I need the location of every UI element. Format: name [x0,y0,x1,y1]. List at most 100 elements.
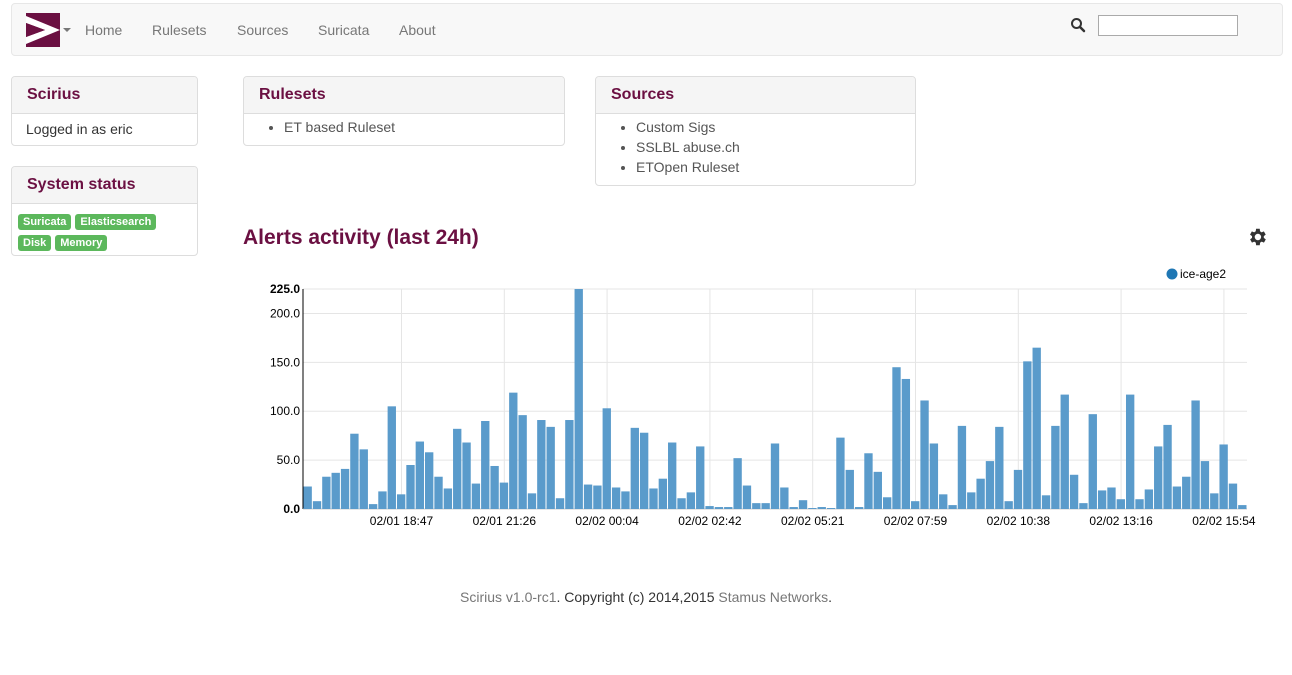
bar [920,400,929,509]
bar [985,461,995,509]
bar [518,415,527,509]
bar [378,491,387,509]
nav-suricata[interactable]: Suricata [318,22,370,38]
username-link[interactable]: eric [110,121,133,137]
search-input[interactable] [1098,15,1238,36]
bar [714,507,724,509]
status-badge-suricata: Suricata [18,214,72,230]
bar [789,507,798,509]
footer-copyright: Copyright (c) 2014,2015 [564,589,715,605]
bar [425,452,434,509]
bar [939,494,948,509]
bar [752,503,761,509]
footer: Scirius v1.0-rc1. Copyright (c) 2014,201… [460,589,832,605]
bar [565,420,574,509]
nav-sources[interactable]: Sources [237,22,289,38]
bar [649,488,658,509]
bar [845,469,854,509]
sources-panel: Sources Custom Sigs SSLBL abuse.ch ETOpe… [595,76,916,186]
bar [1032,347,1041,509]
sources-list: Custom Sigs SSLBL abuse.ch ETOpen Rulese… [610,117,901,177]
y-tick-label: 100.0 [270,404,300,418]
status-badges: Suricata Elasticsearch Disk Memory [12,204,197,255]
bar [1107,487,1116,509]
bar [406,465,415,509]
bar [574,289,583,509]
source-link[interactable]: ETOpen Ruleset [636,157,901,177]
bar [593,485,602,509]
login-status: Logged in as eric [12,114,197,144]
bar [686,492,696,509]
bar [1116,499,1125,509]
x-tick-label: 02/02 10:38 [987,514,1051,528]
bar [546,426,555,509]
x-tick-label: 02/01 21:26 [473,514,537,528]
ruleset-link[interactable]: ET based Ruleset [284,117,550,137]
footer-period: . [556,589,565,605]
bar [836,437,845,509]
x-tick-label: 02/01 18:47 [370,514,434,528]
bar [312,501,322,509]
bar [948,505,957,509]
bar [1172,486,1182,509]
sources-panel-title: Sources [596,77,915,114]
system-status-title: System status [12,167,197,204]
system-status-panel: System status Suricata Elasticsearch Disk… [11,166,198,256]
bar [1238,505,1247,509]
bar [1163,424,1172,509]
bar [453,428,462,509]
bar [555,498,565,509]
search-icon[interactable] [1070,17,1086,33]
bar [537,420,546,509]
nav-home[interactable]: Home [85,22,123,38]
bar [1097,490,1107,509]
legend-label: ice-age2 [1180,267,1226,281]
bar [1228,483,1238,509]
bar [808,508,817,509]
y-tick-label: 50.0 [277,453,301,467]
status-badge-elasticsearch: Elasticsearch [75,214,157,230]
alerts-activity-title: Alerts activity (last 24h) [243,226,479,249]
scirius-panel: Scirius Logged in as eric [11,76,198,146]
source-link[interactable]: Custom Sigs [636,117,901,137]
bar [1154,446,1163,509]
bar [724,507,733,509]
y-tick-label: 225.0 [270,282,300,296]
bar [668,442,677,509]
bar [359,449,368,509]
bar [639,432,649,509]
bar [443,488,453,509]
footer-version-link[interactable]: Scirius v1.0-rc1 [460,589,557,605]
bar [322,476,331,509]
bar [303,486,312,509]
login-prefix: Logged in as [26,121,107,137]
bar [499,482,509,509]
rulesets-list: ET based Ruleset [258,117,550,137]
y-tick-label: 150.0 [270,355,300,369]
x-tick-label: 02/02 15:54 [1192,514,1256,528]
rulesets-panel: Rulesets ET based Ruleset [243,76,565,146]
bar [630,427,639,509]
legend-marker [1166,268,1178,280]
bar [1191,400,1200,509]
bar [490,465,499,509]
footer-company-link[interactable]: Stamus Networks [718,589,829,605]
bar [368,504,378,509]
nav-about[interactable]: About [399,22,436,38]
bar [696,446,705,509]
bar [602,408,611,509]
nav-rulesets[interactable]: Rulesets [152,22,207,38]
bar [1144,489,1154,509]
bar [995,426,1004,509]
bar [658,478,668,509]
bar [1004,501,1013,509]
rulesets-panel-title: Rulesets [244,77,564,114]
bar [957,425,967,509]
bar [1013,469,1023,509]
source-link[interactable]: SSLBL abuse.ch [636,137,901,157]
scirius-logo[interactable] [26,13,60,47]
gear-icon[interactable] [1246,226,1268,248]
brand-dropdown-caret-icon[interactable] [63,28,71,32]
bar [798,500,808,509]
bar [817,507,826,509]
